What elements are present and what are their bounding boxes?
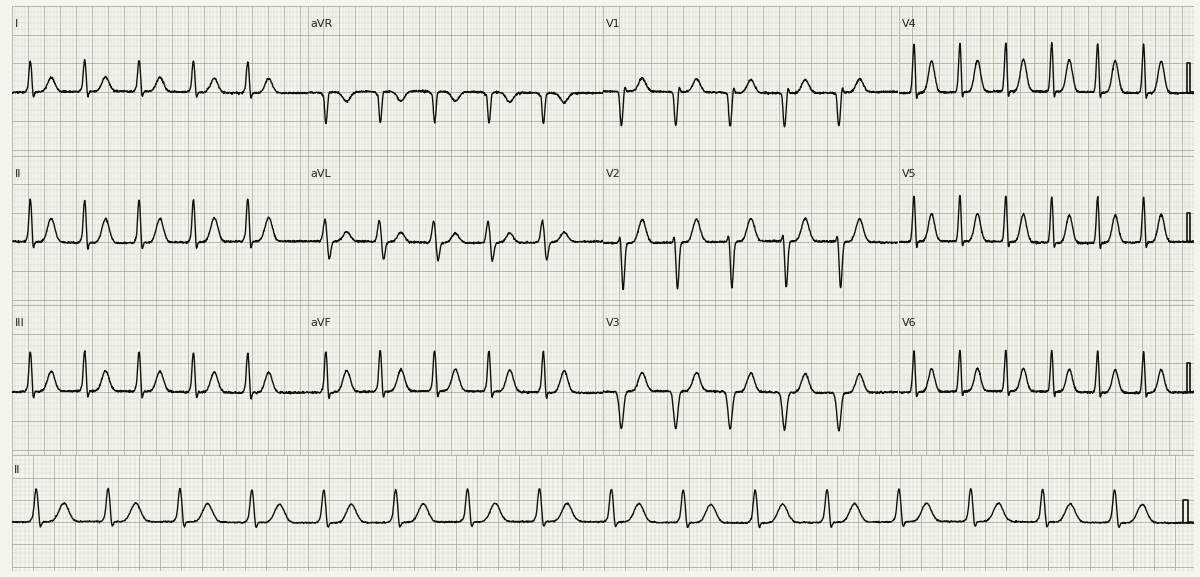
Text: V5: V5 [901,168,916,179]
Text: aVF: aVF [311,319,331,328]
Text: III: III [14,319,25,328]
Text: aVR: aVR [311,18,332,29]
Text: aVL: aVL [311,168,331,179]
Text: II: II [14,465,20,475]
Text: V1: V1 [606,18,620,29]
Text: I: I [14,18,18,29]
Text: V6: V6 [901,319,916,328]
Text: II: II [14,168,22,179]
Text: V3: V3 [606,319,620,328]
Text: V4: V4 [901,18,917,29]
Text: V2: V2 [606,168,620,179]
